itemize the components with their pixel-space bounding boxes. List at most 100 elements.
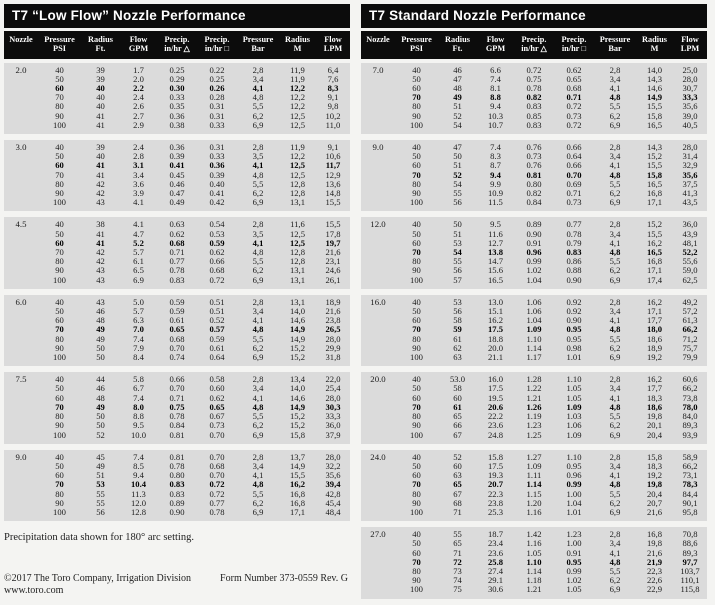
table-row: 80 65 22.2 1.19 1.03 5,5 19,8 84,0 bbox=[361, 411, 707, 422]
table-row: 70 61 20.6 1.26 1.09 4,8 18,6 78,0 bbox=[361, 402, 707, 412]
table-cell: 6,2 bbox=[609, 420, 621, 431]
table-cell: 30,3 bbox=[325, 401, 341, 412]
table-cell: 100 bbox=[410, 352, 423, 363]
table-cell: 12.0 bbox=[130, 497, 147, 508]
column-header-flow: Flow LPM bbox=[323, 35, 343, 54]
table-cell: 1.23 bbox=[526, 420, 542, 431]
table-cell: 89,3 bbox=[682, 420, 698, 431]
table-row: 60 60 19.5 1.21 1.05 4,1 18,3 73,8 bbox=[361, 393, 707, 403]
table-row: 70 41 3.4 0.45 0.39 4,8 12,5 12,9 bbox=[4, 169, 350, 180]
table-cell: 15,2 bbox=[646, 219, 663, 230]
table-cell: 49 bbox=[96, 324, 105, 335]
table-cell: 12,8 bbox=[289, 188, 306, 199]
table-cell: 100 bbox=[53, 506, 66, 517]
table-cell: 35,6 bbox=[682, 169, 698, 180]
nozzle-size-cell bbox=[4, 353, 38, 362]
table-cell: 56 bbox=[453, 306, 462, 317]
triangle-icon: △ bbox=[183, 44, 190, 54]
table-cell: 13,7 bbox=[289, 451, 306, 462]
table-cell: 0.96 bbox=[566, 470, 582, 481]
table-cell: 70 bbox=[412, 169, 421, 180]
table-cell: 24,6 bbox=[325, 265, 341, 276]
table-cell: 6,9 bbox=[609, 506, 621, 517]
nozzle-size-cell bbox=[4, 412, 38, 421]
nozzle-size-cell bbox=[361, 161, 395, 170]
table-cell: 1.05 bbox=[566, 383, 582, 394]
table-cell: 70 bbox=[55, 169, 64, 180]
table-cell: 17,1 bbox=[646, 306, 663, 317]
table-cell: 6,9 bbox=[609, 197, 621, 208]
table-cell: 80 bbox=[412, 565, 421, 576]
table-cell: 0.92 bbox=[566, 306, 582, 317]
table-cell: 4,1 bbox=[252, 470, 264, 481]
table-cell: 41 bbox=[96, 169, 105, 180]
table-cell: 24.8 bbox=[487, 429, 504, 440]
column-header-pressure: Pressure Bar bbox=[242, 35, 274, 54]
table-cell: 1.09 bbox=[526, 324, 542, 335]
table-row: 100 63 21.1 1.17 1.01 6,9 19,2 79,9 bbox=[361, 352, 707, 363]
table-cell: 0.67 bbox=[209, 411, 225, 422]
table-row: 100 56 11.5 0.84 0.73 6,9 17,1 43,5 bbox=[361, 198, 707, 207]
table-cell: 4,8 bbox=[252, 169, 264, 180]
table-cell: 6,2 bbox=[609, 188, 621, 199]
table-cell: 35,6 bbox=[325, 470, 341, 481]
table-cell: 2,8 bbox=[252, 451, 264, 462]
table-row: 50 56 15.1 1.06 0.92 3,4 17,1 57,2 bbox=[361, 306, 707, 317]
table-cell: 80 bbox=[412, 411, 421, 422]
table-cell: 70 bbox=[55, 92, 64, 103]
table-cell: 2,8 bbox=[609, 64, 621, 75]
table-cell: 16,2 bbox=[646, 237, 663, 248]
table-cell: 0.69 bbox=[566, 178, 582, 189]
table-cell: 65 bbox=[453, 479, 462, 490]
table-cell: 32,9 bbox=[682, 160, 698, 171]
table-cell: 2,8 bbox=[609, 451, 621, 462]
table-cell: 2,8 bbox=[252, 219, 264, 230]
table-row: 50 58 17.5 1.22 1.05 3,4 17,7 66,2 bbox=[361, 384, 707, 393]
column-header-pressure: Pressure PSI bbox=[401, 35, 432, 54]
table-cell: 11.3 bbox=[131, 488, 146, 499]
column-header-nozzle: Nozzle bbox=[9, 35, 33, 44]
table-cell: 5,5 bbox=[609, 411, 621, 422]
nozzle-size-cell bbox=[361, 499, 395, 508]
table-cell: 1.42 bbox=[526, 529, 542, 540]
table-cell: 0.78 bbox=[169, 411, 185, 422]
table-row: 60 71 23.6 1.05 0.91 4,1 21,6 89,3 bbox=[361, 548, 707, 558]
nozzle-size-cell bbox=[4, 508, 38, 517]
table-cell: 100 bbox=[410, 274, 423, 285]
table-cell: 21,9 bbox=[646, 556, 663, 567]
table-cell: 14,3 bbox=[646, 73, 663, 84]
table-cell: 20,4 bbox=[646, 488, 663, 499]
table-cell: 0.80 bbox=[526, 178, 542, 189]
nozzle-size-cell bbox=[361, 112, 395, 121]
table-cell: 8.3 bbox=[490, 151, 501, 162]
table-cell: 50 bbox=[96, 342, 105, 353]
table-cell: 1.10 bbox=[566, 374, 582, 385]
nozzle-group-9.0: 9.0 40 45 7.4 0.81 0.70 2,8 13,7 28,0 50 49 8.5 0.78… bbox=[4, 449, 350, 522]
nozzle-group-4.5: 4.5 40 38 4.1 0.63 0.54 2,8 11,6 15,5 50 41 4.7 0.62… bbox=[4, 217, 350, 289]
copyright-text: ©2017 The Toro Company, Irrigation Divis… bbox=[4, 573, 191, 585]
copyright-block: ©2017 The Toro Company, Irrigation Divis… bbox=[4, 573, 191, 597]
table-cell: 55 bbox=[453, 256, 462, 267]
table-cell: 4,8 bbox=[252, 324, 264, 335]
table-cell: 90 bbox=[55, 265, 64, 276]
table-row: 100 57 16.5 1.04 0.90 6,9 17,4 62,5 bbox=[361, 274, 707, 285]
table-cell: 0.83 bbox=[526, 101, 542, 112]
table-cell: 0.72 bbox=[566, 101, 582, 112]
table-cell: 66,2 bbox=[682, 324, 698, 335]
table-cell: 48,4 bbox=[325, 506, 341, 517]
table-cell: 12.8 bbox=[130, 506, 147, 517]
table-row: 90 55 10.9 0.82 0.71 6,2 16,8 41,3 bbox=[361, 188, 707, 199]
table-cell: 0.96 bbox=[526, 247, 542, 258]
nozzle-size-cell bbox=[361, 462, 395, 471]
table-cell: 12,5 bbox=[289, 160, 306, 171]
table-row: 90 42 3.9 0.47 0.41 6,2 12,8 14,8 bbox=[4, 188, 350, 199]
table-row: 4.5 40 38 4.1 0.63 0.54 2,8 11,6 15,5 bbox=[4, 220, 350, 229]
table-row: 90 55 12.0 0.89 0.77 6,2 16,8 45,4 bbox=[4, 497, 350, 508]
table-cell: 50 bbox=[96, 411, 105, 422]
table-cell: 0.66 bbox=[209, 256, 225, 267]
nozzle-size-cell: 27.0 bbox=[370, 529, 386, 540]
table-cell: 6,9 bbox=[609, 274, 621, 285]
table-cell: 14,0 bbox=[646, 64, 663, 75]
nozzle-size-cell bbox=[361, 239, 395, 248]
table-row: 80 67 22.3 1.15 1.00 5,5 20,4 84,4 bbox=[361, 488, 707, 499]
